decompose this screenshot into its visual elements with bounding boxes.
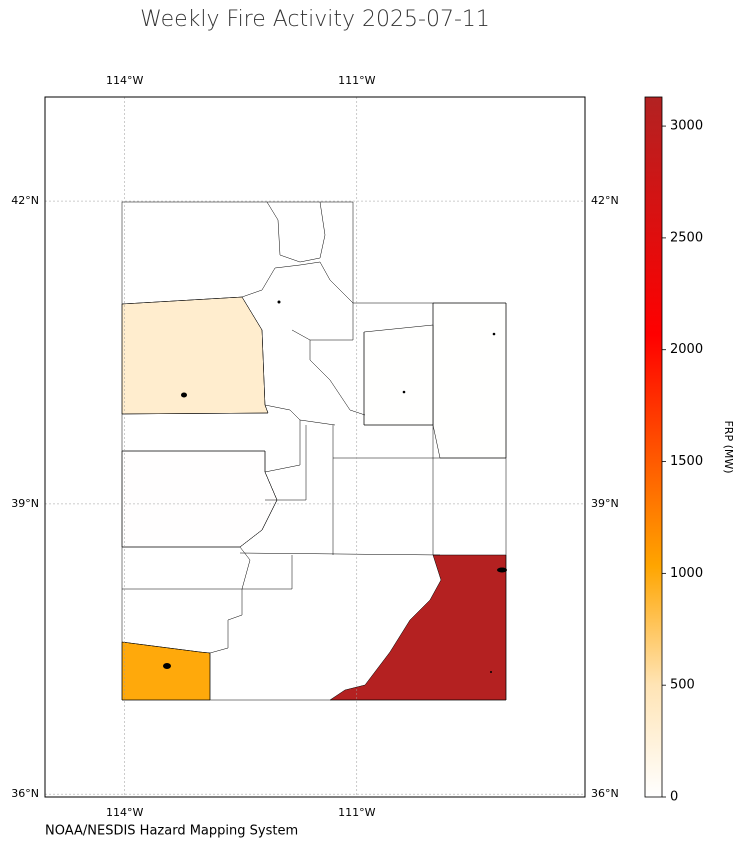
fire-point [163, 663, 171, 669]
county-lines [121, 201, 507, 701]
colorbar-tick-label: 3000 [670, 119, 703, 134]
colorbar-tick-label: 2000 [670, 342, 703, 357]
grid [45, 97, 585, 797]
lat-tick-label: 42°N [591, 194, 619, 207]
state-outline [121, 201, 507, 701]
fire-point [492, 332, 496, 336]
fire-detections [163, 300, 507, 673]
lon-tick-label: 111°W [338, 806, 375, 819]
lat-tick-label: 42°N [11, 194, 39, 207]
region [121, 450, 278, 548]
fire-point [181, 392, 187, 398]
colorbar-tick-label: 1500 [670, 454, 703, 469]
fire-point [490, 671, 492, 673]
lon-tick-label: 111°W [338, 74, 375, 87]
lat-tick-label: 36°N [11, 787, 39, 800]
region [363, 324, 434, 426]
colorbar-tick-label: 0 [670, 790, 678, 805]
region [121, 296, 269, 415]
lat-tick-label: 39°N [11, 497, 39, 510]
lat-tick-label: 39°N [591, 497, 619, 510]
lat-tick-label: 36°N [591, 787, 619, 800]
fire-point [402, 390, 406, 394]
colorbar-tick-label: 500 [670, 678, 695, 693]
map-frame [44, 96, 586, 798]
map-title: Weekly Fire Activity 2025-07-11 [140, 7, 490, 32]
colorbar-tick-label: 1000 [670, 566, 703, 581]
region [432, 302, 507, 459]
fire-point [497, 567, 507, 573]
lon-tick-label: 114°W [106, 74, 143, 87]
source-note: NOAA/NESDIS Hazard Mapping System [45, 824, 298, 839]
colorbar-tick-label: 2500 [670, 230, 703, 245]
colorbar-label: FRP (MW) [722, 420, 735, 473]
lon-tick-label: 114°W [106, 806, 143, 819]
colorbar [644, 96, 663, 798]
fire-point [277, 300, 281, 304]
